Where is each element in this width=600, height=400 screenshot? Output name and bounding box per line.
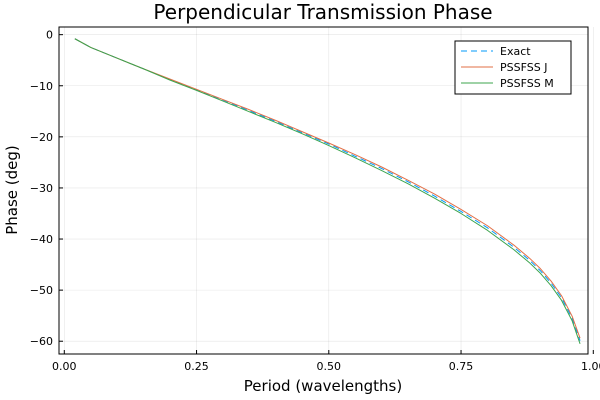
x-tick-label: 0.75 xyxy=(449,360,474,373)
legend-label: Exact xyxy=(500,45,531,58)
y-tick-label: −10 xyxy=(30,80,53,93)
axis-ticks: 0.00 0.25 0.50 0.75 1.00 0 −10 −20 −30 −40 −50 −60 xyxy=(30,29,600,373)
chart-title: Perpendicular Transmission Phase xyxy=(153,0,492,24)
x-tick-label: 0.50 xyxy=(317,360,342,373)
y-tick-label: −40 xyxy=(30,233,53,246)
x-axis-title: Period (wavelengths) xyxy=(244,377,402,395)
y-tick-label: −30 xyxy=(30,182,53,195)
plot-frame xyxy=(58,26,589,355)
y-tick-label: −20 xyxy=(30,131,53,144)
x-tick-label: 0.25 xyxy=(184,360,209,373)
x-tick-label: 1.00 xyxy=(581,360,600,373)
legend: Exact PSSFSS J PSSFSS M xyxy=(454,40,572,95)
series-line-pssfss-m xyxy=(74,38,581,344)
y-tick-label: −50 xyxy=(30,284,53,297)
series-line-pssfss-j xyxy=(74,38,581,339)
x-tick-label: 0.00 xyxy=(52,360,77,373)
y-tick-label: 0 xyxy=(46,29,53,42)
legend-label: PSSFSS M xyxy=(500,77,554,90)
y-tick-label: −60 xyxy=(30,335,53,348)
y-axis-title: Phase (deg) xyxy=(3,145,21,235)
series-line-exact xyxy=(74,38,581,341)
legend-label: PSSFSS J xyxy=(500,61,547,74)
plot-series xyxy=(74,38,581,344)
